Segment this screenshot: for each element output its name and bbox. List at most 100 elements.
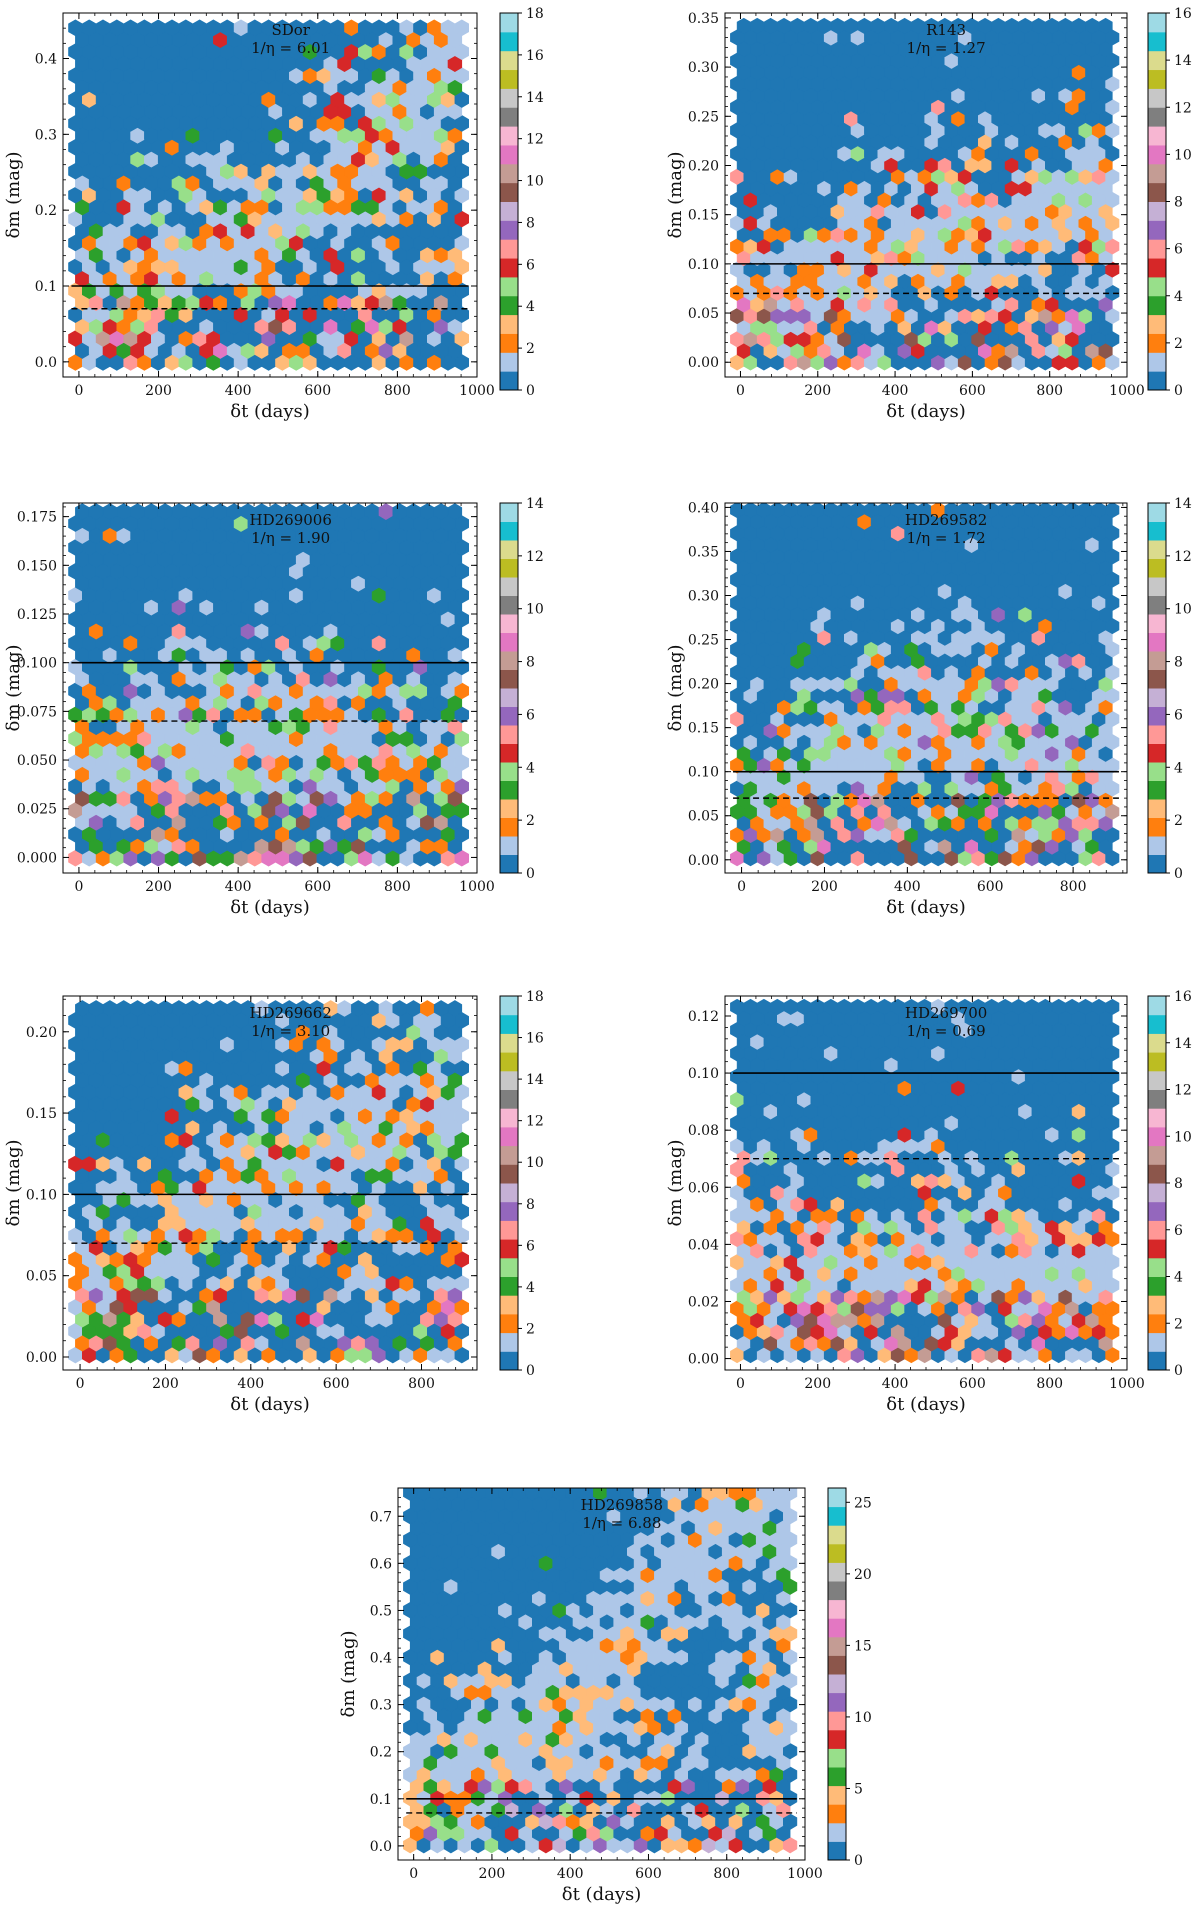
x-tick-label: 200 [145,383,172,399]
colorbar-segment [1148,762,1166,781]
colorbar-segment [1148,706,1166,726]
colorbar-segment [1148,50,1166,71]
colorbar: 0 2 4 6 8 10 12 14 16 [1147,6,1192,399]
y-tick-label: 0.150 [17,558,57,574]
colorbar-segment [1148,614,1166,633]
eta-label: 1/η = 1.72 [907,529,986,547]
colorbar-tick-label: 14 [1174,53,1192,69]
colorbar-tick-label: 4 [526,760,535,776]
star-name-label: R143 [926,21,966,39]
x-tick-label: 1000 [1109,383,1145,399]
x-axis-label: δt (days) [230,401,310,422]
colorbar: 0 2 4 6 8 10 12 14 [1147,496,1192,882]
hexbin-layer [68,1000,470,1364]
colorbar: 0 2 4 6 8 10 12 14 [499,496,544,882]
colorbar-segment [1148,743,1166,763]
colorbar-segment [1148,558,1166,578]
colorbar-segment [1148,725,1166,744]
y-tick-label: 0.35 [688,11,719,27]
colorbar-segment [500,126,518,146]
y-tick-label: 0.10 [688,765,719,781]
colorbar-segment [500,220,518,240]
colorbar-segment [500,854,518,874]
y-tick-label: 0.100 [17,656,57,672]
hexbin-layer [68,19,470,371]
y-tick-label: 0.125 [17,607,57,623]
colorbar-segment [1148,276,1166,297]
colorbar-tick-label: 6 [526,257,535,273]
y-tick-label: 0.10 [688,257,719,273]
colorbar-segment [1148,577,1166,596]
colorbar-tick-label: 6 [1174,707,1183,723]
colorbar-tick-label: 8 [1174,655,1183,671]
colorbar-segment [1148,69,1166,89]
y-tick-label: 0.4 [35,52,57,68]
colorbar-segment [1148,503,1166,522]
colorbar-tick-label: 0 [526,383,535,399]
x-tick-label: 400 [882,383,909,399]
y-tick-label: 0.40 [688,500,719,516]
colorbar-segment [500,107,518,127]
colorbar-segment [1148,107,1166,127]
colorbar-tick-label: 0 [1174,866,1183,882]
colorbar-segment [1148,688,1166,707]
y-tick-label: 0.1 [35,279,57,295]
x-tick-label: 600 [304,879,331,895]
x-tick-label: 1000 [459,879,495,895]
colorbar-tick-label: 16 [526,48,544,64]
y-tick-label: 0.00 [688,355,719,371]
colorbar-segment [500,780,518,800]
y-tick-label: 0.00 [688,853,719,869]
colorbar-segment [500,31,518,52]
y-tick-label: 0.175 [17,510,57,526]
x-tick-label: 600 [959,383,986,399]
colorbar-segment [500,13,518,33]
y-tick-label: 0.050 [17,753,57,769]
y-tick-label: 0.0 [35,355,57,371]
colorbar-segment [500,50,518,71]
hexbin-cell [447,503,463,520]
colorbar-segment [500,295,518,316]
colorbar: 0 2 4 6 8 10 12 14 16 18 [499,6,544,399]
colorbar-segment [1148,220,1166,240]
colorbar-segment [500,88,518,108]
colorbar-segment [1148,799,1166,818]
colorbar-segment [1148,31,1166,52]
colorbar-segment [500,651,518,670]
colorbar-segment [500,725,518,744]
colorbar-segment [500,836,518,855]
colorbar-tick-label: 10 [1174,602,1192,618]
y-tick-label: 0.20 [688,677,719,693]
colorbar-segment [1148,144,1166,165]
hexbin-cell [454,19,470,37]
eta-label: 1/η = 6.01 [251,39,330,57]
colorbar-tick-label: 2 [526,813,535,829]
x-tick-label: 200 [145,879,172,895]
colorbar-tick-label: 0 [1174,383,1183,399]
colorbar-tick-label: 14 [526,496,544,512]
colorbar-tick-label: 8 [526,215,535,231]
colorbar-segment [500,762,518,781]
colorbar-segment [500,799,518,818]
y-axis-label: δm (mag) [665,152,686,239]
x-axis-label: δt (days) [886,401,966,422]
colorbar-tick-label: 10 [526,602,544,618]
colorbar-segment [500,163,518,184]
colorbar-segment [1148,595,1166,615]
colorbar-segment [1148,817,1166,837]
colorbar-segment [500,688,518,707]
colorbar-tick-label: 4 [1174,760,1183,776]
colorbar-segment [1148,258,1166,278]
eta-label: 1/η = 1.90 [251,529,330,547]
y-tick-label: 0.2 [35,203,57,219]
y-tick-label: 0.025 [17,802,57,818]
colorbar-tick-label: 8 [1174,195,1183,211]
colorbar-segment [500,333,518,353]
y-tick-label: 0.3 [35,127,57,143]
y-tick-label: 0.30 [688,589,719,605]
y-tick-label: 0.25 [688,633,719,649]
y-tick-label: 0.30 [688,60,719,76]
colorbar-tick-label: 10 [1174,147,1192,163]
